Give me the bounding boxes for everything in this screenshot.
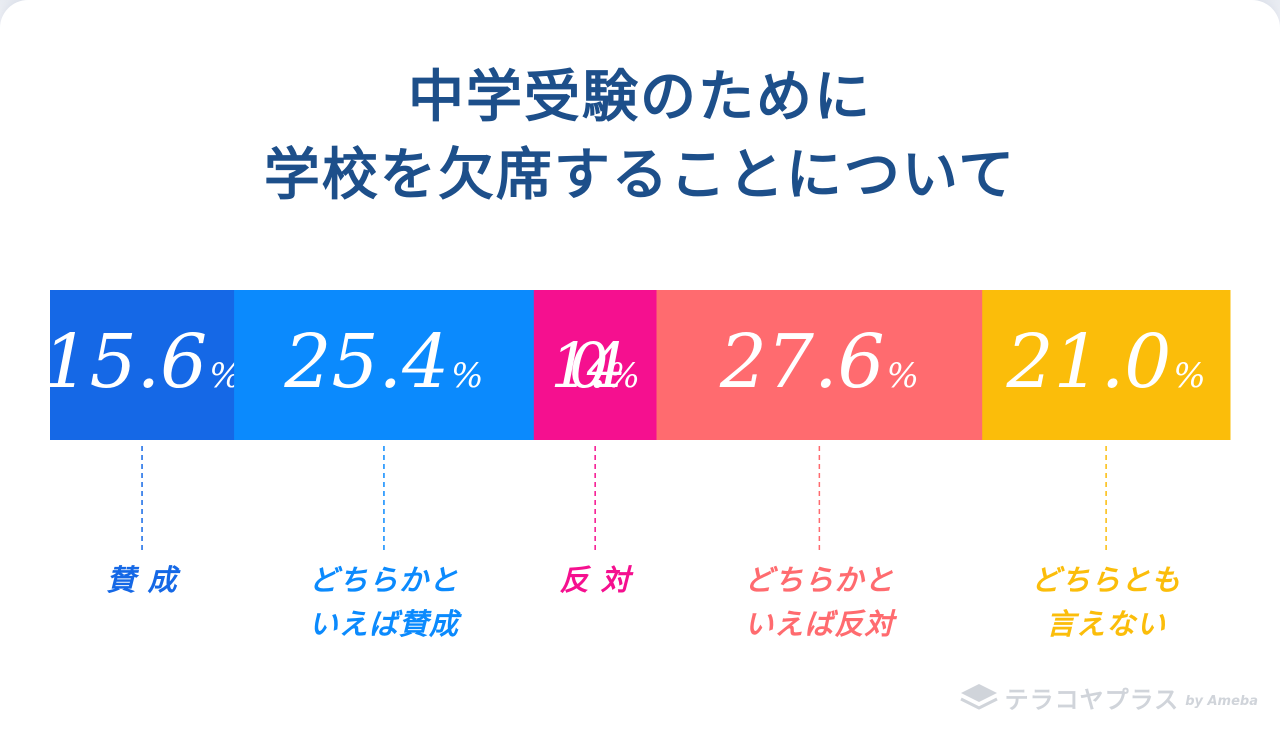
value-label-2: 10.4%: [550, 329, 640, 402]
watermark-by: by Ameba: [1185, 693, 1258, 709]
bar-segment-2: [533, 290, 658, 440]
value-label-3: 27.6%: [719, 319, 919, 405]
category-label-2: 反 対: [559, 563, 631, 597]
category-label-0: 賛 成: [106, 563, 178, 597]
bar-segment-1: [234, 290, 535, 440]
watermark: テラコヤプラス by Ameba: [959, 678, 1258, 716]
bar-segment-0: [50, 290, 235, 440]
category-label-4: どちらとも 言えない: [1031, 563, 1182, 641]
bar-segment-3: [656, 290, 983, 440]
layers-icon: [959, 684, 998, 710]
category-label-1: どちらかと いえば賛成: [308, 563, 459, 641]
bar-segment-4: [982, 290, 1231, 440]
title-line-2: 学校を欠席することについて: [263, 143, 1017, 208]
value-label-0: 15.6%: [43, 319, 242, 405]
title-line-1: 中学受験のために: [408, 65, 872, 130]
value-label-1: 25.4%: [283, 319, 483, 405]
value-label-4: 21.0%: [1006, 319, 1206, 405]
category-label-3: どちらかと いえば反対: [744, 563, 895, 641]
watermark-brand: テラコヤプラス: [1004, 685, 1180, 714]
